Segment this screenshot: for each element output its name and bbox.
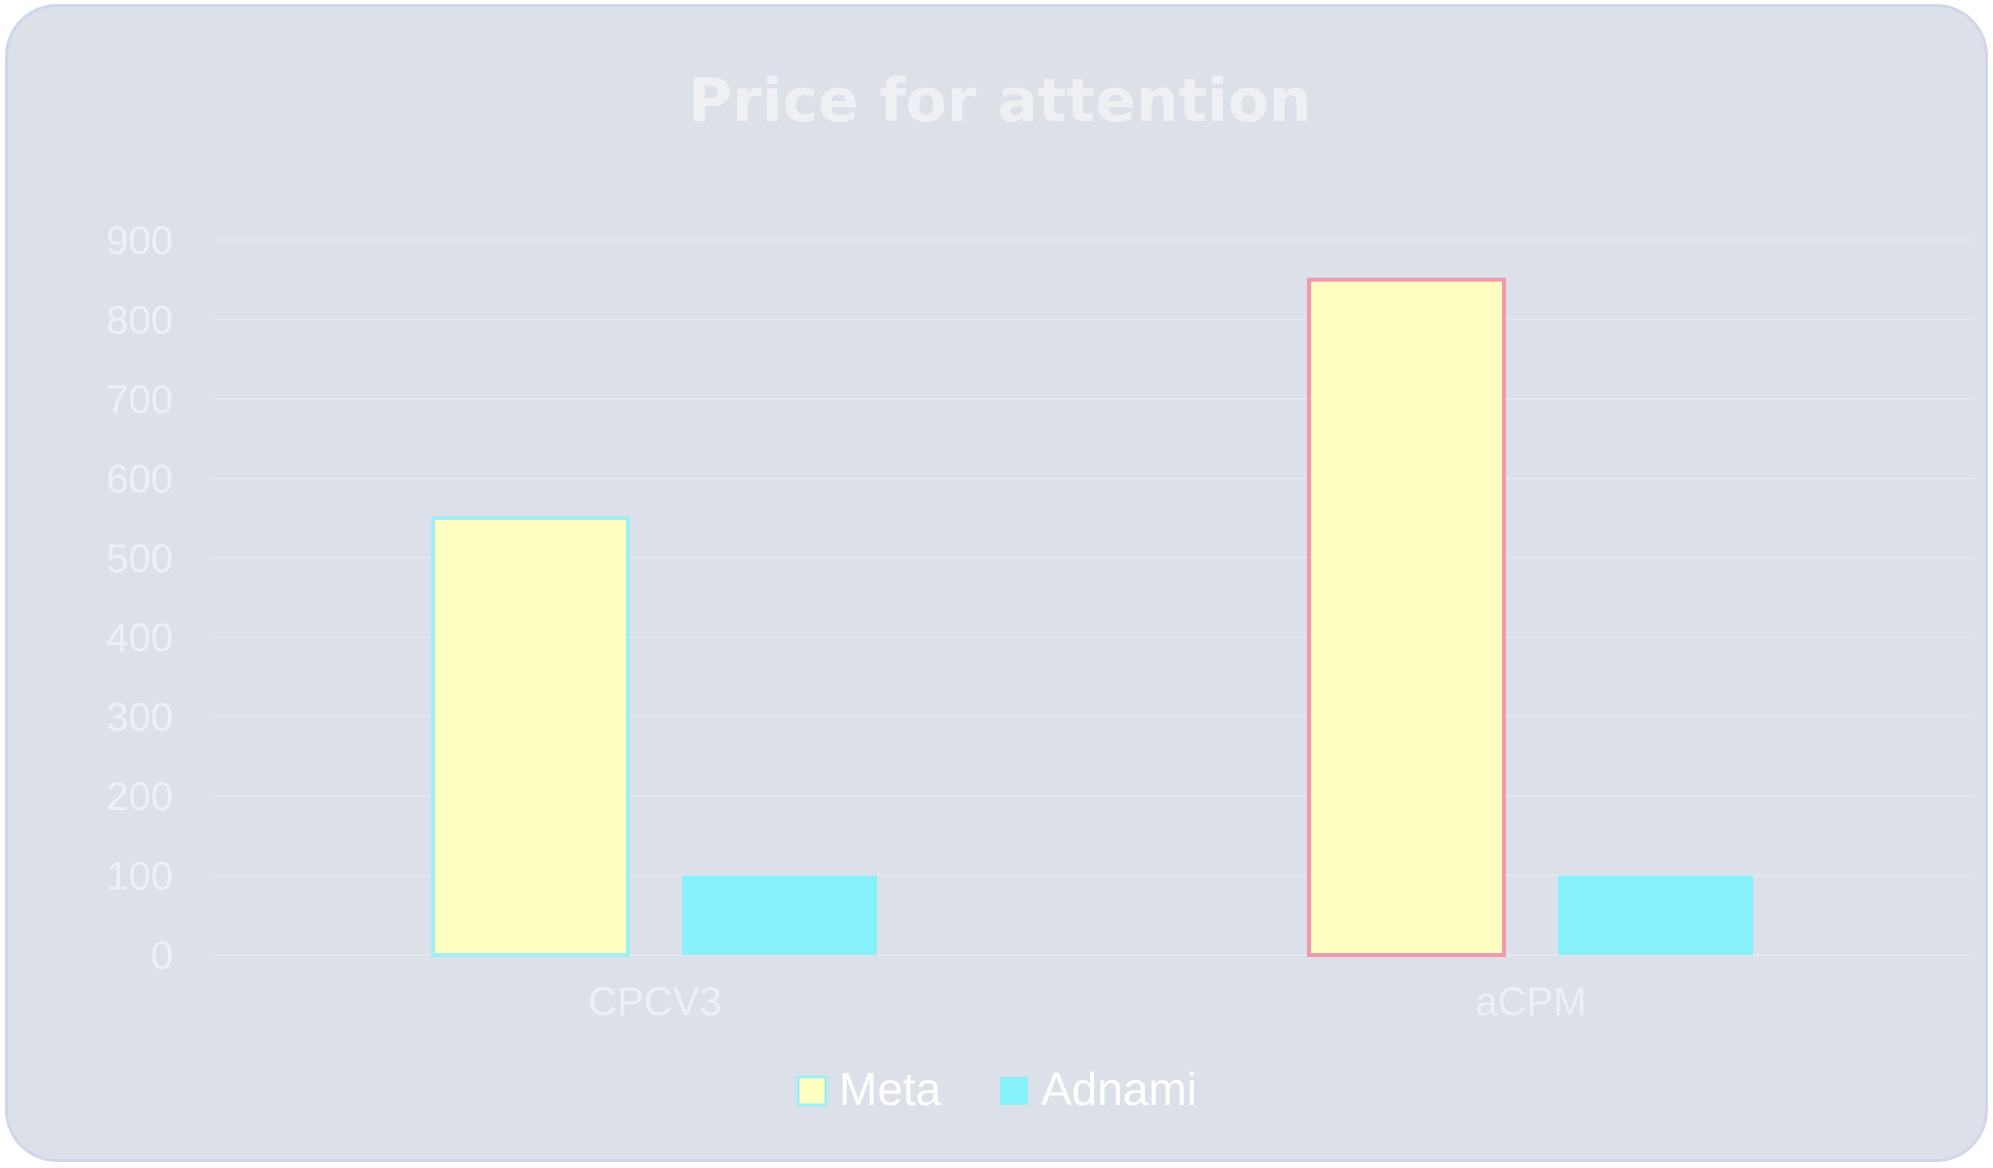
y-tick-label: 300 <box>106 696 173 740</box>
legend-swatch-meta <box>796 1075 828 1107</box>
y-tick-label: 200 <box>106 775 173 819</box>
x-axis-labels: CPCV3 aCPM <box>588 980 1586 1024</box>
y-tick-label: 100 <box>106 855 173 899</box>
y-tick-label: 0 <box>151 934 173 978</box>
chart-card: Price for attention 0 100 200 300 400 500 600 7… <box>5 4 1988 1162</box>
y-axis-ticks: 0 100 200 300 400 500 600 700 800 900 <box>106 219 173 978</box>
bars <box>431 277 1753 957</box>
y-tick-label: 900 <box>106 219 173 263</box>
bar-chart: Price for attention 0 100 200 300 400 500 600 7… <box>106 66 1973 1115</box>
legend-label-adnami: Adnami <box>1041 1063 1197 1115</box>
y-tick-label: 800 <box>106 298 173 342</box>
legend-swatch-adnami <box>1000 1077 1028 1105</box>
y-tick-label: 600 <box>106 457 173 501</box>
chart-title: Price for attention <box>688 66 1312 136</box>
y-tick-label: 700 <box>106 378 173 422</box>
legend-label-meta: Meta <box>839 1063 942 1115</box>
bar-adnami-cpcv3 <box>682 875 877 955</box>
bar-meta-acpm <box>1307 277 1506 957</box>
legend: Meta Adnami <box>796 1063 1197 1115</box>
y-tick-label: 500 <box>106 537 173 581</box>
bar-meta-cpcv3 <box>431 516 630 957</box>
x-tick-label: CPCV3 <box>588 980 721 1024</box>
y-tick-label: 400 <box>106 616 173 660</box>
x-tick-label: aCPM <box>1475 980 1586 1024</box>
bar-adnami-acpm <box>1558 875 1753 955</box>
